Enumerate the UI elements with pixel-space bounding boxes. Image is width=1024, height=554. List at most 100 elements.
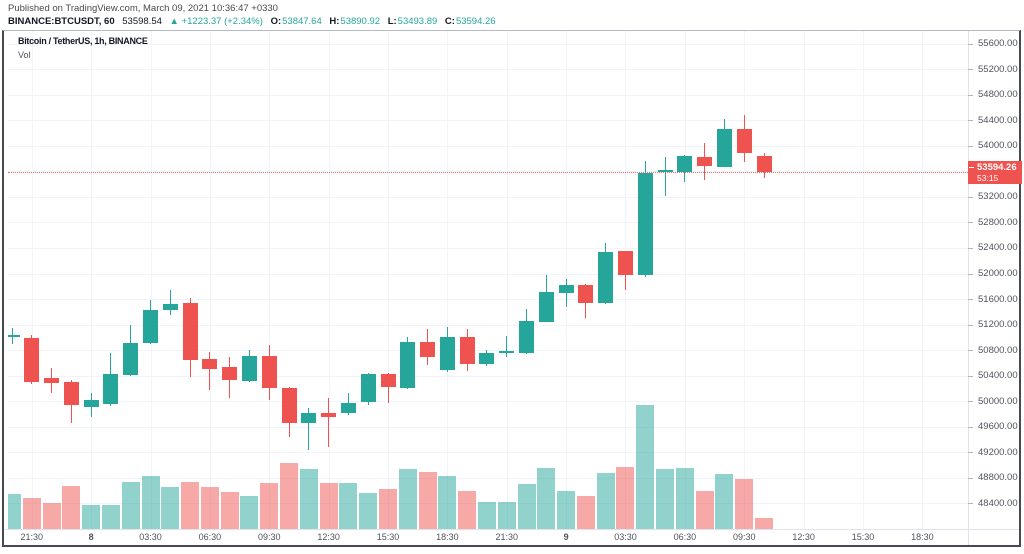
candle-body xyxy=(598,251,614,303)
time-tick-label: 09:30 xyxy=(732,532,756,542)
vertical-gridline xyxy=(625,30,627,529)
price-tick-mark xyxy=(968,324,973,326)
candle-body xyxy=(340,402,356,414)
price-tick-mark xyxy=(968,401,973,403)
volume-bar xyxy=(537,468,556,529)
price-tick-mark xyxy=(968,273,973,275)
price-tick-label: 55600.00 xyxy=(978,38,1018,50)
candle-body xyxy=(123,343,139,376)
volume-bar xyxy=(299,469,318,529)
volume-pane-label: Vol xyxy=(18,50,31,60)
vertical-gridline xyxy=(803,30,805,529)
candle-body xyxy=(301,413,317,423)
horizontal-gridline xyxy=(8,350,968,352)
vertical-gridline xyxy=(150,30,152,529)
time-tick-label: 15:30 xyxy=(376,532,400,542)
price-tick-label: 52800.00 xyxy=(978,216,1018,228)
price-tick-mark xyxy=(968,452,973,454)
volume-bar xyxy=(616,467,635,529)
price-axis[interactable]: 53594.26 53:15 55600.00 55200.00 54800.00 5… xyxy=(968,30,1022,529)
volume-bar xyxy=(656,469,675,529)
volume-bar xyxy=(82,505,101,529)
volume-bar xyxy=(101,505,120,529)
candle-body xyxy=(261,355,277,389)
volume-bar xyxy=(22,498,41,529)
volume-bar xyxy=(458,490,477,529)
price-tick-label: 55200.00 xyxy=(978,63,1018,75)
candle-body xyxy=(558,285,574,294)
price-tick-label: 54800.00 xyxy=(978,89,1018,101)
volume-bar xyxy=(359,493,378,529)
price-tick-label: 52000.00 xyxy=(978,268,1018,280)
volume-bar xyxy=(260,483,279,529)
volume-bar xyxy=(280,463,299,529)
close-label: C: xyxy=(444,16,455,27)
volume-bar xyxy=(477,501,496,529)
vertical-gridline xyxy=(922,30,924,529)
symbol-name: BINANCE:BTCUSDT, 60 xyxy=(8,16,115,27)
time-axis-separator xyxy=(2,529,1021,530)
candle-body xyxy=(479,353,495,365)
vertical-gridline xyxy=(744,30,746,529)
time-tick-label: 12:30 xyxy=(792,532,815,542)
candle-body xyxy=(400,341,416,389)
time-tick-label: 21:30 xyxy=(495,532,519,542)
time-tick-label: 18:30 xyxy=(436,532,459,542)
candle-wick xyxy=(308,407,310,450)
price-tick-mark xyxy=(968,222,973,224)
current-price-badge: 53594.26 53:15 xyxy=(968,160,1022,184)
candle-body xyxy=(439,337,455,370)
candle-body xyxy=(538,291,554,322)
vertical-gridline xyxy=(506,30,508,529)
candle-body xyxy=(756,155,772,172)
price-change: ▲ +1223.37 (+2.34%) xyxy=(169,16,263,27)
time-axis[interactable]: 21:30 8 03:30 06:30 09:30 12:30 15:30 18:30 21:3… xyxy=(8,529,1022,546)
volume-bar xyxy=(675,468,694,529)
candle-body xyxy=(83,399,99,407)
chart-title: Bitcoin / TetherUS, 1h, BINANCE xyxy=(18,36,148,46)
price-tick-mark xyxy=(968,196,973,198)
volume-bar xyxy=(379,489,397,529)
volume-bar xyxy=(220,491,239,529)
volume-bar xyxy=(339,483,358,529)
vertical-gridline xyxy=(862,30,864,529)
volume-bar xyxy=(161,486,180,529)
volume-bar xyxy=(735,479,754,529)
price-tick-mark xyxy=(968,145,973,147)
horizontal-gridline xyxy=(8,324,968,326)
price-tick-label: 54000.00 xyxy=(978,140,1018,152)
volume-bar xyxy=(557,490,576,529)
candle-body xyxy=(162,304,178,310)
last-price: 53598.54 xyxy=(122,16,162,27)
vertical-gridline xyxy=(566,30,568,529)
volume-bar xyxy=(596,473,615,529)
published-line: Published on TradingView.com, March 09, … xyxy=(8,3,278,14)
candle-body xyxy=(637,173,653,276)
price-tick-mark xyxy=(968,247,973,249)
horizontal-gridline xyxy=(8,375,968,377)
candle-wick xyxy=(387,373,389,404)
vertical-gridline xyxy=(31,30,33,529)
vertical-gridline xyxy=(388,30,389,529)
volume-bar xyxy=(497,501,516,529)
volume-bar xyxy=(576,495,595,529)
horizontal-gridline xyxy=(8,222,968,224)
price-tick-mark xyxy=(968,477,973,479)
volume-bar xyxy=(200,486,219,529)
vertical-gridline xyxy=(91,30,93,529)
candle-wick xyxy=(664,157,666,196)
vertical-gridline xyxy=(269,30,271,529)
horizontal-gridline xyxy=(8,273,968,275)
volume-bar xyxy=(438,475,457,529)
low-label: L: xyxy=(387,16,397,27)
time-tick-label: 8 xyxy=(88,532,94,542)
candle-body xyxy=(8,334,20,338)
badge-price: 53594.26 xyxy=(977,161,1017,173)
candle-body xyxy=(420,341,436,358)
price-tick-label: 48800.00 xyxy=(978,472,1018,484)
candle-body xyxy=(578,285,594,304)
chart-plot-area[interactable]: Bitcoin / TetherUS, 1h, BINANCE Vol xyxy=(8,30,968,529)
price-tick-label: 51200.00 xyxy=(978,319,1018,331)
open-label: O: xyxy=(270,16,282,27)
